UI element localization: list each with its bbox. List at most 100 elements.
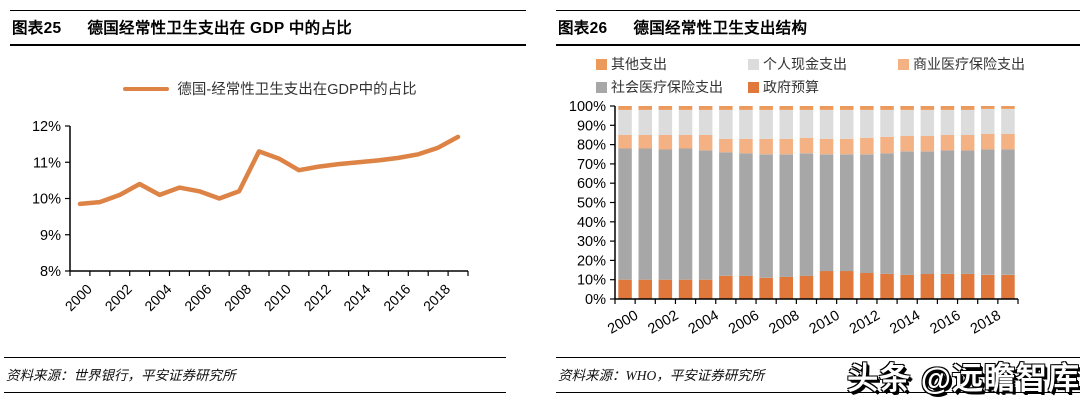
bar-segment xyxy=(799,153,814,276)
fig25-source-text: 资料来源：世界银行，平安证券研究所 xyxy=(6,368,236,383)
bar-segment xyxy=(638,106,652,110)
svg-text:2014: 2014 xyxy=(887,308,923,338)
bar-segment xyxy=(819,154,834,272)
bar-segment xyxy=(759,109,773,139)
svg-text:90%: 90% xyxy=(577,118,606,134)
legend-swatch xyxy=(748,81,759,93)
bar-segment xyxy=(719,109,733,139)
bar-segment xyxy=(880,273,894,299)
bar-segment xyxy=(658,279,673,299)
svg-text:9%: 9% xyxy=(40,228,61,244)
bar-segment xyxy=(719,152,733,276)
bar-segment xyxy=(678,106,693,110)
bar-segment xyxy=(799,106,814,110)
bar-segment xyxy=(819,271,834,299)
bar-segment xyxy=(920,109,935,136)
stack-bars xyxy=(618,106,1015,299)
bar-segment xyxy=(618,106,632,110)
bar-segment xyxy=(840,154,854,272)
bar-segment xyxy=(1001,149,1015,275)
legend-item: 商业医疗保险支出 xyxy=(898,54,1025,74)
bar-segment xyxy=(739,109,753,139)
bar-segment xyxy=(1001,134,1015,150)
bar-segment xyxy=(981,108,995,134)
bar-segment xyxy=(900,106,914,110)
bar-segment xyxy=(900,274,914,299)
svg-text:2010: 2010 xyxy=(261,281,294,314)
bar-segment xyxy=(860,106,874,110)
bar-segment xyxy=(1001,274,1015,299)
bar-segment xyxy=(779,109,793,139)
bar-segment xyxy=(940,273,955,299)
svg-text:70%: 70% xyxy=(577,157,606,173)
svg-text:50%: 50% xyxy=(577,196,606,212)
bar-segment xyxy=(638,109,652,135)
bar-segment xyxy=(759,138,773,155)
bar-segment xyxy=(900,135,914,152)
svg-text:80%: 80% xyxy=(577,138,606,154)
bar-segment xyxy=(658,109,673,135)
bar-segment xyxy=(920,106,935,110)
svg-text:2006: 2006 xyxy=(181,281,214,314)
bar-segment xyxy=(658,149,673,280)
bar-segment xyxy=(940,106,955,110)
svg-text:30%: 30% xyxy=(577,234,606,250)
fig26-source-text: 资料来源：WHO，平安证券研究所 xyxy=(558,368,765,383)
bar-segment xyxy=(618,279,632,299)
bar-segment xyxy=(779,276,793,299)
line-y-axis: 8% 9% 10% 11% 12% xyxy=(32,119,70,280)
svg-text:10%: 10% xyxy=(577,273,606,289)
legend-swatch xyxy=(898,58,909,70)
fig25-number: 图表25 xyxy=(12,20,62,37)
fig26-heading: 德国经常性卫生支出结构 xyxy=(633,20,808,37)
svg-text:2018: 2018 xyxy=(968,308,1004,338)
svg-text:20%: 20% xyxy=(577,253,606,269)
bar-segment xyxy=(698,279,713,299)
svg-text:2004: 2004 xyxy=(141,281,174,314)
fig25-heading: 德国经常性卫生支出在 GDP 中的占比 xyxy=(87,20,353,37)
bar-segment xyxy=(940,109,955,135)
bar-segment xyxy=(960,150,975,274)
fig26-title-bar: 图表26 德国经常性卫生支出结构 xyxy=(556,10,1080,46)
svg-text:2000: 2000 xyxy=(605,308,641,338)
bar-segment xyxy=(779,154,793,277)
svg-text:2000: 2000 xyxy=(62,281,95,314)
bar-segment xyxy=(759,154,773,278)
legend-label: 其他支出 xyxy=(611,56,667,72)
legend-item: 个人现金支出 xyxy=(748,54,898,74)
bar-segment xyxy=(819,109,834,139)
svg-text:10%: 10% xyxy=(32,192,61,208)
bar-segment xyxy=(779,106,793,110)
bar-segment xyxy=(698,150,713,280)
legend-swatch xyxy=(748,58,759,70)
bar-segment xyxy=(779,138,793,155)
fig26-legend: 其他支出 个人现金支出 商业医疗保险支出社会医疗保险支出 政府预算 xyxy=(596,54,1025,97)
legend-label: 商业医疗保险支出 xyxy=(913,56,1025,72)
fig25-title-bar: 图表25 德国经常性卫生支出在 GDP 中的占比 xyxy=(10,10,526,46)
bar-segment xyxy=(719,138,733,153)
bar-segment xyxy=(880,109,894,137)
line-series xyxy=(77,134,461,207)
bar-segment xyxy=(981,149,995,275)
bar-segment xyxy=(739,106,753,110)
legend-item: 社会医疗保险支出 xyxy=(596,77,748,97)
legend-swatch xyxy=(596,58,607,70)
svg-text:2002: 2002 xyxy=(102,281,135,314)
bar-segment xyxy=(739,138,753,154)
legend-label: 个人现金支出 xyxy=(763,56,847,72)
bar-segment xyxy=(638,148,652,280)
bar-segment xyxy=(840,138,854,155)
svg-text:2016: 2016 xyxy=(928,308,964,338)
svg-text:12%: 12% xyxy=(32,119,61,135)
fig25-source: 资料来源：世界银行，平安证券研究所 xyxy=(4,357,506,393)
svg-text:2012: 2012 xyxy=(847,308,883,338)
fig26-source: 资料来源：WHO，平安证券研究所 xyxy=(556,357,1080,393)
bar-segment xyxy=(799,275,814,299)
line-axes xyxy=(69,126,468,272)
bar-segment xyxy=(638,135,652,149)
bar-segment xyxy=(618,135,632,149)
legend-label: 政府预算 xyxy=(763,79,819,95)
bar-segment xyxy=(840,106,854,110)
svg-text:2002: 2002 xyxy=(645,308,681,338)
